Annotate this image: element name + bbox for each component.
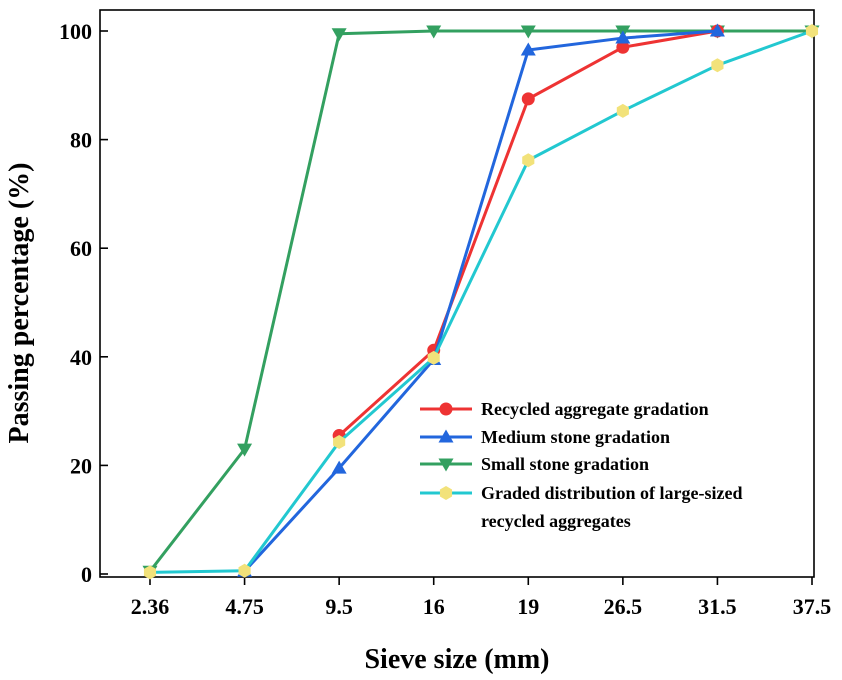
plot-border xyxy=(99,9,815,578)
series-line xyxy=(149,29,813,574)
legend: Recycled aggregate gradation Medium stone… xyxy=(420,399,743,531)
legend-marker xyxy=(438,429,454,443)
legend-label: recycled aggregates xyxy=(481,511,631,531)
x-tick-label: 4.75 xyxy=(225,594,264,619)
series-point xyxy=(521,92,535,106)
x-tick-label: 31.5 xyxy=(698,594,737,619)
series-0 xyxy=(332,24,724,443)
series-point xyxy=(520,42,536,56)
x-tick-label: 26.5 xyxy=(604,594,643,619)
series-3 xyxy=(143,24,819,580)
legend-label: Graded distribution of large-sized xyxy=(481,483,743,503)
y-tick-label: 40 xyxy=(70,345,92,370)
series-point xyxy=(427,350,440,365)
x-tick-label: 9.5 xyxy=(325,594,353,619)
legend-label: Recycled aggregate gradation xyxy=(481,399,709,419)
legend-marker xyxy=(439,402,453,416)
series-point xyxy=(520,25,536,39)
legend-item: Small stone gradation xyxy=(420,454,649,474)
series-point xyxy=(143,565,157,580)
legend-marker xyxy=(438,458,454,472)
legend-item: Graded distribution of large-sized recycl… xyxy=(420,483,743,531)
series-line xyxy=(243,29,718,573)
y-tick-label: 100 xyxy=(59,19,92,44)
series-point xyxy=(237,443,253,457)
series-point xyxy=(616,40,630,54)
series-point xyxy=(616,103,629,118)
x-axis-title: Sieve size (mm) xyxy=(364,644,549,675)
series-point xyxy=(238,563,251,578)
legend-item: Medium stone gradation xyxy=(420,427,670,447)
series-point xyxy=(426,25,442,39)
x-tick-label: 16 xyxy=(423,594,445,619)
y-axis: 0 20 40 60 80 100 xyxy=(59,19,108,587)
x-axis: 2.36 4.75 9.5 16 19 26.5 31.5 37.5 xyxy=(131,577,832,619)
y-tick-label: 20 xyxy=(70,453,92,478)
x-tick-label: 37.5 xyxy=(793,594,832,619)
legend-label: Small stone gradation xyxy=(481,454,649,474)
series-point xyxy=(331,460,347,474)
x-tick-label: 2.36 xyxy=(131,594,170,619)
series-layer xyxy=(142,23,820,580)
legend-marker xyxy=(439,486,453,500)
y-tick-label: 60 xyxy=(70,236,92,261)
legend-item: Recycled aggregate gradation xyxy=(420,399,709,419)
series-point xyxy=(615,30,631,44)
x-tick-label: 19 xyxy=(517,594,539,619)
series-point xyxy=(522,153,535,168)
y-tick-label: 0 xyxy=(81,562,92,587)
plot-frame xyxy=(99,9,815,578)
series-point xyxy=(711,58,724,73)
series-point xyxy=(333,435,346,450)
y-tick-label: 80 xyxy=(70,128,92,153)
series-point xyxy=(709,23,725,37)
y-axis-title: Passing percentage (%) xyxy=(4,163,35,444)
series-point xyxy=(331,28,347,42)
series-point xyxy=(805,24,819,38)
legend-label: Medium stone gradation xyxy=(481,427,670,447)
